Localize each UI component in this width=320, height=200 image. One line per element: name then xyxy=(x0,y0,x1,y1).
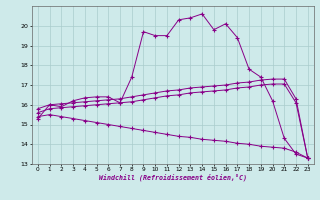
X-axis label: Windchill (Refroidissement éolien,°C): Windchill (Refroidissement éolien,°C) xyxy=(99,174,247,181)
